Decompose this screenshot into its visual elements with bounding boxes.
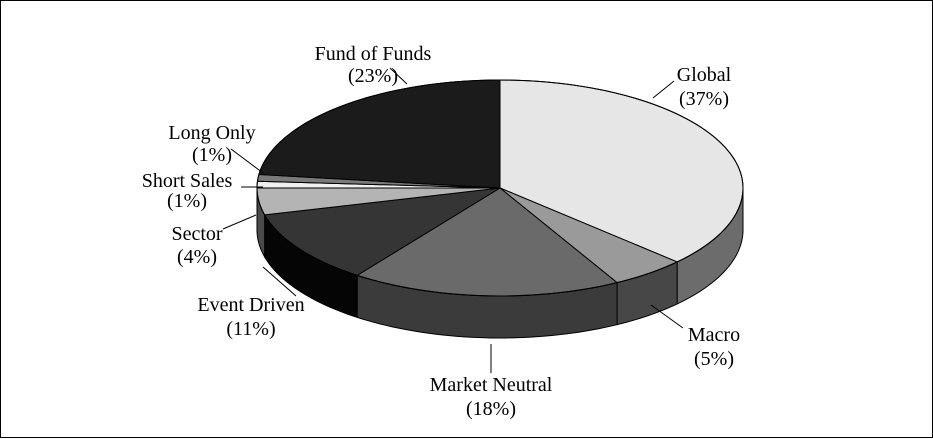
label-long-only-percent: (1%) [192,144,232,166]
label-short-sales-name: Short Sales [142,170,233,192]
label-market-neutral-percent: (18%) [466,398,516,420]
leader-fund-of-funds [389,67,408,85]
pie-sides [256,187,744,339]
label-long-only-name: Long Only [168,122,255,144]
label-sector-name: Sector [171,223,222,245]
label-macro-percent: (5%) [694,348,734,370]
leader-macro [650,304,684,329]
slice-labels: Global(37%) Macro(5%) Market Neutral(18%) E… [142,43,740,420]
label-fund-of-funds-name: Fund of Funds [315,43,432,65]
label-short-sales-percent: (1%) [167,190,207,212]
label-event-driven-percent: (11%) [226,318,275,340]
leader-sector [222,214,257,230]
label-event-driven-name: Event Driven [197,294,304,316]
label-sector-percent: (4%) [177,246,217,268]
leader-global [652,80,675,99]
pie-tops [256,79,744,297]
label-leaders [222,67,684,373]
slice-fund-of-funds [258,79,501,189]
leader-long-only [230,148,264,174]
label-global-name: Global [677,64,732,86]
pie-outline [256,79,744,297]
label-market-neutral-name: Market Neutral [430,374,553,396]
label-fund-of-funds-percent: (23%) [348,65,398,87]
leader-event-driven [262,266,297,297]
label-macro-name: Macro [688,324,740,346]
label-global-percent: (37%) [679,88,729,110]
